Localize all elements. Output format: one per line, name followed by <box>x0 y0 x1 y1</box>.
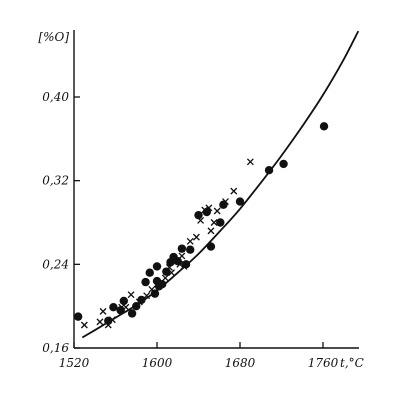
data-point-cross <box>104 321 112 329</box>
data-point-dot <box>162 267 171 276</box>
data-point-cross <box>168 269 175 277</box>
data-point-dot <box>119 296 128 306</box>
data-point-cross <box>213 207 221 215</box>
y-axis-label: [%O] <box>38 30 69 44</box>
ticks: 0,16 0,24 0,32 0,40 1520 1600 1680 1760 <box>42 90 338 370</box>
x-axis-label: t,°C <box>340 356 364 370</box>
data-point-cross <box>192 233 200 241</box>
data-point-dot <box>173 256 182 266</box>
data-point-dot <box>235 197 245 206</box>
x-tick-label: 1680 <box>225 356 256 370</box>
trend-curve <box>81 30 360 339</box>
x-tick-label: 1600 <box>142 356 173 370</box>
data-point-cross <box>99 307 107 315</box>
data-point-cross <box>165 264 173 271</box>
data-point-dot <box>264 166 274 175</box>
data-point-cross <box>148 285 156 293</box>
data-point-cross <box>222 198 229 206</box>
data-point-dot <box>157 280 167 289</box>
data-point-cross <box>96 318 104 326</box>
data-point-dot <box>216 218 225 227</box>
data-point-dot <box>177 244 187 253</box>
data-point-dot <box>319 122 329 131</box>
data-point-cross <box>205 204 213 212</box>
data-point-cross <box>135 298 143 306</box>
data-point-dot <box>186 245 195 254</box>
data-point-dot <box>145 268 154 277</box>
data-point-cross <box>176 260 184 268</box>
data-points-layer <box>73 122 329 329</box>
data-point-cross <box>201 206 209 214</box>
data-point-cross <box>246 158 254 166</box>
data-point-cross <box>230 187 238 195</box>
data-point-dot <box>132 301 141 311</box>
x-tick-label: 1520 <box>59 356 90 370</box>
data-point-cross <box>161 274 169 282</box>
data-point-cross <box>180 262 188 270</box>
data-point-cross <box>153 280 161 288</box>
y-tick-label: 0,24 <box>42 257 69 271</box>
data-point-cross <box>197 216 205 224</box>
data-point-cross <box>143 292 151 300</box>
data-point-dot <box>73 312 83 321</box>
data-point-cross <box>207 227 215 235</box>
data-point-cross <box>186 237 194 245</box>
data-point-dot <box>279 159 288 169</box>
data-point-cross <box>122 303 130 311</box>
data-point-dot <box>127 309 137 318</box>
data-point-dot <box>150 289 160 298</box>
y-tick-label: 0,40 <box>42 90 69 104</box>
y-tick-label: 0,32 <box>42 174 69 188</box>
data-point-dot <box>206 242 216 251</box>
trend-curve-layer <box>81 30 360 339</box>
data-point-cross <box>108 316 116 324</box>
data-point-dot <box>152 262 162 271</box>
x-tick-label: 1760 <box>308 356 339 370</box>
axes <box>73 30 359 349</box>
data-point-cross <box>178 252 186 260</box>
data-point-cross <box>80 321 88 329</box>
data-point-dot <box>219 200 228 209</box>
data-point-cross <box>127 291 135 299</box>
data-point-cross <box>210 219 218 226</box>
data-point-dot <box>141 277 150 287</box>
data-point-dot <box>109 303 118 312</box>
y-tick-label: 0,16 <box>42 341 69 355</box>
data-point-dot <box>194 210 203 220</box>
